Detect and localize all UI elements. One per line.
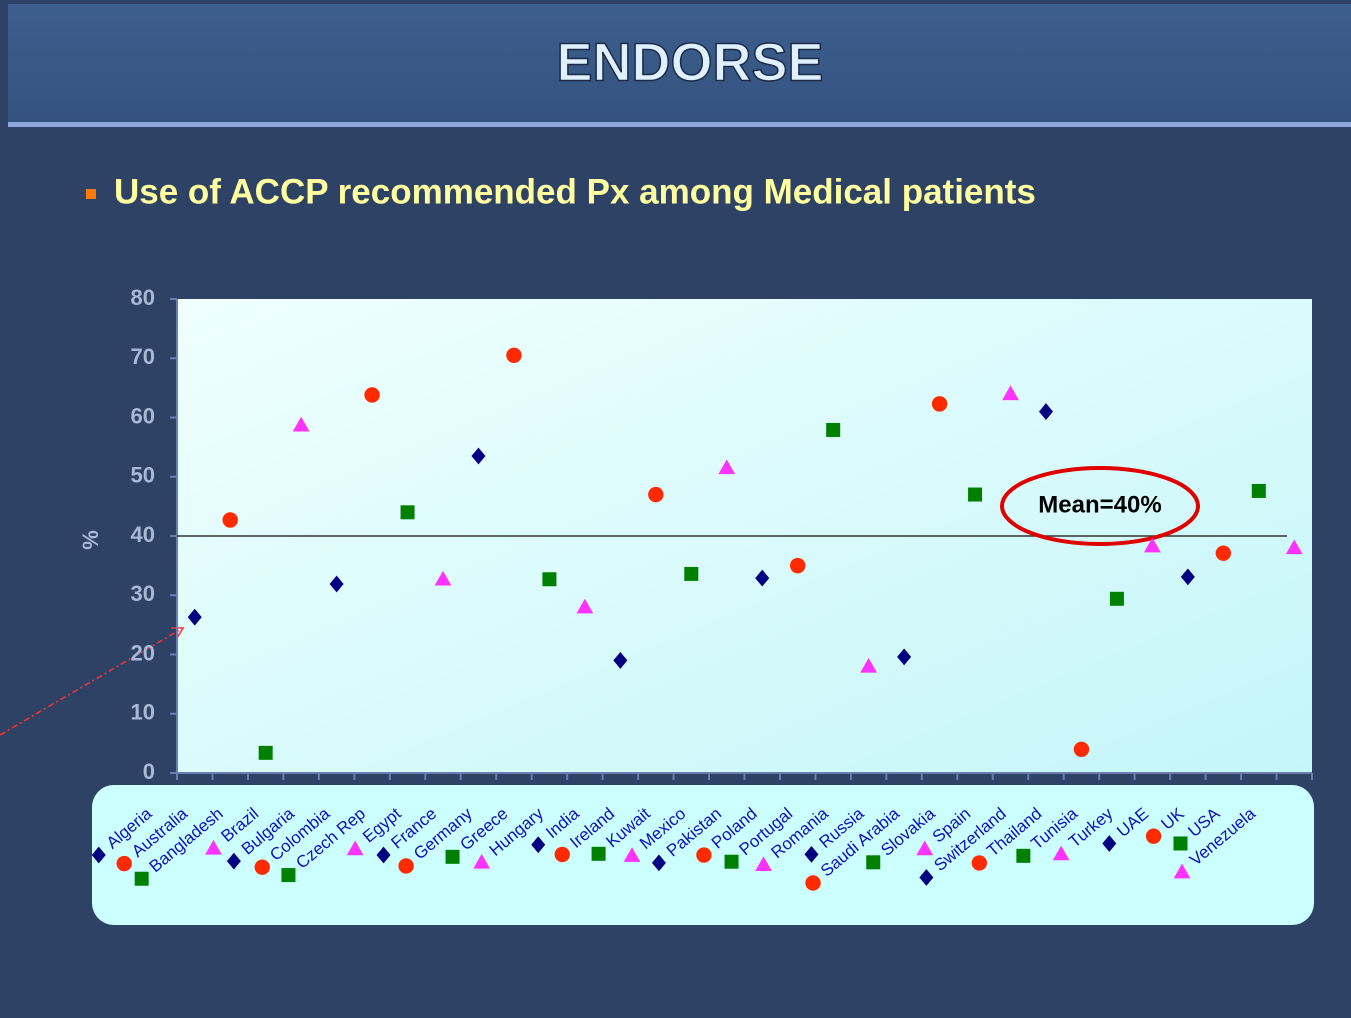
- point: [506, 347, 522, 363]
- point: [860, 657, 878, 673]
- legend-marker: [623, 847, 641, 862]
- point: [897, 648, 912, 666]
- legend-marker: [376, 846, 391, 864]
- point: [364, 387, 380, 403]
- legend-marker: [651, 854, 666, 872]
- legend-marker: [398, 858, 414, 874]
- y-tick-label: 60: [131, 403, 155, 428]
- bullet: [86, 189, 96, 199]
- legend-marker: [531, 836, 546, 854]
- legend-marker: [1173, 863, 1191, 879]
- y-tick-label: 0: [143, 759, 155, 784]
- y-tick-label: 10: [131, 700, 155, 725]
- point: [1143, 537, 1161, 553]
- point: [400, 505, 415, 520]
- legend-marker: [473, 853, 491, 869]
- point: [755, 569, 770, 587]
- point: [542, 572, 557, 587]
- subtitle: Use of ACCP recommended Px among Medical…: [114, 172, 1036, 211]
- point: [931, 396, 948, 412]
- legend-marker: [919, 869, 934, 886]
- point: [292, 416, 310, 432]
- y-tick-label: 40: [131, 522, 155, 547]
- point: [1251, 483, 1266, 498]
- point: [1038, 403, 1053, 420]
- legend-marker: [1052, 845, 1070, 861]
- y-tick-label: 50: [131, 463, 155, 488]
- y-tick-label: 20: [131, 640, 155, 665]
- pointer-arrow-head: [171, 627, 185, 639]
- legend-marker: [116, 855, 132, 872]
- y-tick-label: 80: [131, 285, 155, 310]
- point: [471, 447, 486, 465]
- legend-marker: [866, 855, 881, 870]
- chart-title: ENDORSE: [556, 32, 823, 92]
- legend-marker: [134, 871, 149, 886]
- point: [222, 512, 238, 528]
- point: [1180, 568, 1195, 586]
- mean-ellipse: [1000, 466, 1200, 546]
- legend-marker: [281, 868, 296, 883]
- legend-marker: [1173, 836, 1188, 851]
- legend-marker: [445, 849, 460, 864]
- legend-marker: [804, 846, 819, 863]
- point: [1285, 539, 1303, 555]
- legend-marker: [346, 840, 364, 856]
- y-axis-label: %: [78, 530, 103, 550]
- point: [1002, 385, 1019, 401]
- point: [648, 486, 664, 503]
- legend-marker: [226, 852, 241, 870]
- legend-marker: [916, 840, 934, 856]
- y-tick-label: 70: [131, 344, 155, 369]
- header: [8, 4, 1351, 124]
- point: [790, 557, 806, 574]
- point: [613, 652, 628, 669]
- point: [434, 570, 452, 586]
- legend-marker: [724, 854, 739, 869]
- point: [1109, 591, 1124, 606]
- point: [826, 422, 841, 437]
- legend-marker: [554, 846, 570, 863]
- legend-marker: [254, 859, 270, 875]
- legend-marker: [591, 846, 606, 861]
- legend-marker: [1102, 835, 1117, 852]
- point: [718, 459, 736, 475]
- header-rule: [8, 122, 1351, 127]
- legend-marker: [696, 847, 712, 863]
- point: [329, 575, 344, 593]
- legend-marker: [805, 875, 821, 891]
- legend-marker: [91, 846, 106, 864]
- point: [258, 745, 273, 760]
- point: [1215, 545, 1232, 561]
- y-tick-label: 30: [131, 581, 155, 606]
- legend-marker: [1016, 848, 1031, 863]
- point: [1073, 741, 1090, 757]
- point: [576, 598, 594, 614]
- point: [968, 487, 983, 502]
- point: [187, 608, 202, 626]
- mean-annotation: Mean=40%: [1038, 491, 1161, 518]
- legend-marker: [205, 839, 222, 855]
- point: [684, 566, 699, 581]
- legend-marker: [755, 856, 772, 872]
- legend-marker: [971, 855, 988, 871]
- legend-marker: [1145, 828, 1162, 844]
